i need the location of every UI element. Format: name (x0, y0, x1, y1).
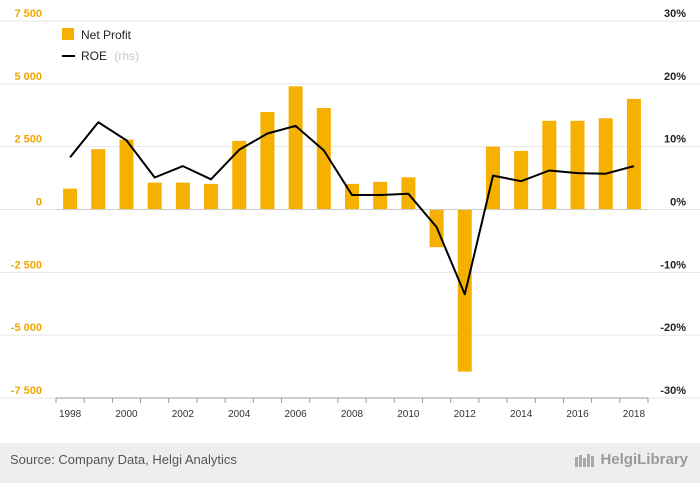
x-tick-label: 2006 (284, 409, 307, 420)
y-left-tick-label: -7 500 (11, 385, 42, 397)
y-left-tick-label: -2 500 (11, 259, 42, 271)
legend-swatch-net-profit (62, 28, 74, 40)
x-tick-label: 2016 (566, 409, 589, 420)
legend-label-roe-suffix: (rhs) (114, 49, 139, 63)
y-right-tick-label: 10% (664, 134, 686, 146)
x-tick-label: 1998 (59, 409, 82, 420)
net-profit-bars (63, 86, 641, 372)
y-right-tick-label: -20% (660, 322, 686, 334)
y-right-tick-label: 30% (664, 8, 686, 20)
footer: Source: Company Data, Helgi Analytics He… (0, 443, 700, 483)
x-tick-label: 2004 (228, 409, 251, 420)
library-icon (575, 453, 595, 467)
roe-line-group (69, 121, 635, 296)
legend-label-net-profit: Net Profit (81, 28, 132, 42)
source-text: Source: Company Data, Helgi Analytics (10, 452, 237, 467)
y-left-tick-label: 7 500 (14, 8, 42, 20)
y-axis-right: -30% -20% -10% 0% 10% 20% 30% (660, 8, 686, 397)
y-left-tick-label: -5 000 (11, 322, 42, 334)
bar-net-profit-2003 (204, 183, 219, 210)
bar-net-profit-2018 (626, 98, 641, 210)
y-right-tick-label: -10% (660, 259, 686, 271)
y-left-tick-label: 2 500 (14, 134, 42, 146)
legend: Net Profit ROE (rhs) (62, 28, 139, 63)
x-axis: 1998 2000 2002 2004 2006 2008 2010 2012 2014 2016… (55, 397, 649, 420)
legend-label-roe-wrap: ROE (rhs) (81, 49, 139, 63)
bar-net-profit-2017 (598, 118, 613, 210)
y-left-tick-label: 5 000 (14, 71, 42, 83)
x-tick-label: 2012 (454, 409, 477, 420)
bar-net-profit-1999 (91, 149, 106, 210)
brand-text: HelgiLibrary (600, 451, 688, 468)
bar-net-profit-2002 (175, 182, 190, 210)
x-tick-label: 2014 (510, 409, 533, 420)
bar-net-profit-2007 (316, 107, 331, 210)
bar-net-profit-2004 (232, 140, 247, 210)
x-tick-label: 2010 (397, 409, 420, 420)
roe-line (69, 121, 635, 296)
bar-net-profit-2016 (570, 120, 585, 210)
x-tick-label: 2002 (172, 409, 195, 420)
bar-net-profit-2001 (147, 182, 162, 210)
bar-net-profit-1998 (63, 188, 78, 210)
x-tick-label: 2018 (623, 409, 646, 420)
brand-logo: HelgiLibrary (574, 451, 688, 468)
x-tick-label: 2008 (341, 409, 364, 420)
bar-net-profit-2006 (288, 86, 303, 210)
legend-label-roe: ROE (81, 49, 107, 63)
y-axis-left: -7 500 -5 000 -2 500 0 2 500 5 000 7 500 (11, 8, 42, 397)
y-right-tick-label: -30% (660, 385, 686, 397)
y-left-tick-label: 0 (36, 197, 42, 209)
y-right-tick-label: 0% (670, 197, 686, 209)
bar-net-profit-2000 (119, 139, 134, 210)
y-right-tick-label: 20% (664, 71, 686, 83)
x-tick-label: 2000 (115, 409, 138, 420)
bar-net-profit-2015 (542, 120, 557, 210)
bar-net-profit-2005 (260, 111, 275, 210)
